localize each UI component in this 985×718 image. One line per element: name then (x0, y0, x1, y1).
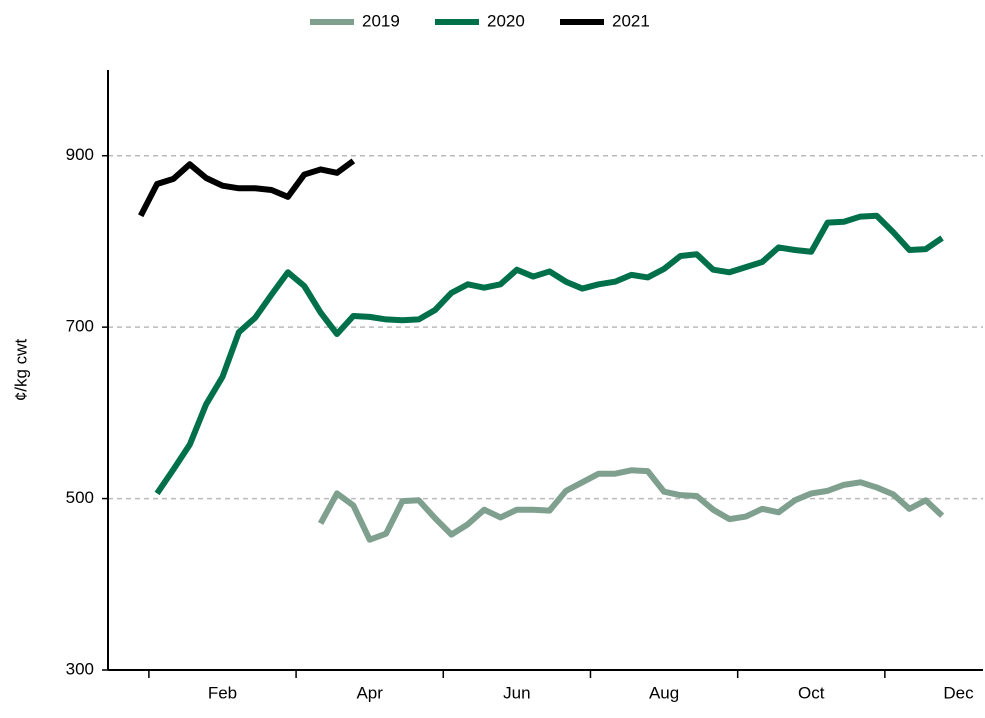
y-tick-label: 700 (66, 317, 94, 336)
x-tick-label: Feb (208, 683, 237, 702)
legend-label: 2019 (362, 11, 400, 30)
legend-label: 2021 (612, 11, 650, 30)
x-tick-label: Dec (943, 683, 974, 702)
y-tick-label: 300 (66, 659, 94, 678)
x-tick-label: Jun (503, 683, 530, 702)
x-tick-label: Oct (798, 683, 825, 702)
legend-label: 2020 (487, 11, 525, 30)
series-line (317, 467, 945, 543)
x-tick-label: Aug (649, 683, 679, 702)
y-tick-label: 900 (66, 145, 94, 164)
y-axis-label: ¢/kg cwt (11, 339, 30, 402)
series-line (154, 212, 944, 496)
series-line (138, 158, 356, 218)
x-tick-label: Apr (356, 683, 383, 702)
y-tick-label: 500 (66, 488, 94, 507)
